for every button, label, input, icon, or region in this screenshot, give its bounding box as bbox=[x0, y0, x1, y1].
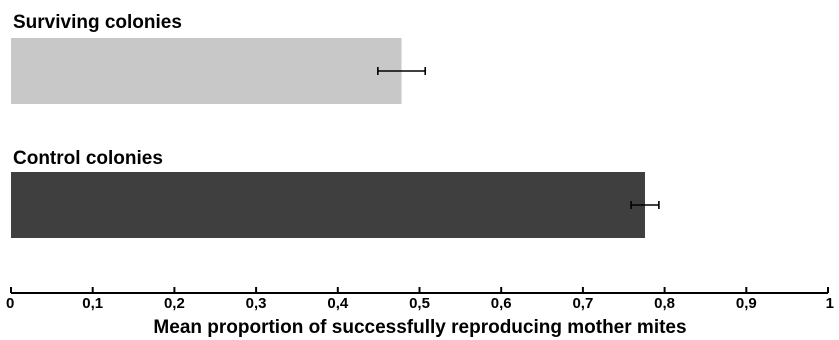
x-axis-ticks: 0 0,1 0,2 0,3 0,4 0,5 0,6 0,7 0,8 0,9 1 bbox=[6, 287, 834, 312]
x-tick-label: 1 bbox=[826, 295, 834, 312]
x-tick-label: 0,9 bbox=[736, 295, 757, 312]
x-tick-label: 0,6 bbox=[491, 295, 512, 312]
bars-layer bbox=[11, 38, 660, 238]
bar-control-colonies bbox=[11, 172, 645, 238]
category-label-control-colonies: Control colonies bbox=[13, 148, 163, 169]
error-bar-control-colonies bbox=[630, 201, 660, 209]
x-tick-label: 0 bbox=[6, 295, 14, 312]
category-label-surviving-colonies: Surviving colonies bbox=[13, 12, 182, 33]
x-tick-label: 0,2 bbox=[164, 295, 185, 312]
category-labels-layer: Surviving colonies Control colonies bbox=[13, 12, 182, 169]
bar-surviving-colonies bbox=[11, 38, 402, 104]
error-bar-surviving-colonies bbox=[377, 67, 427, 75]
x-tick-label: 0,3 bbox=[246, 295, 267, 312]
x-tick-label: 0,8 bbox=[654, 295, 675, 312]
x-tick-label: 0,1 bbox=[82, 295, 103, 312]
x-tick-label: 0,4 bbox=[327, 295, 349, 312]
x-tick-label: 0,5 bbox=[409, 295, 430, 312]
x-axis-title: Mean proportion of successfully reproduc… bbox=[153, 317, 686, 338]
x-tick-label: 0,7 bbox=[572, 295, 593, 312]
